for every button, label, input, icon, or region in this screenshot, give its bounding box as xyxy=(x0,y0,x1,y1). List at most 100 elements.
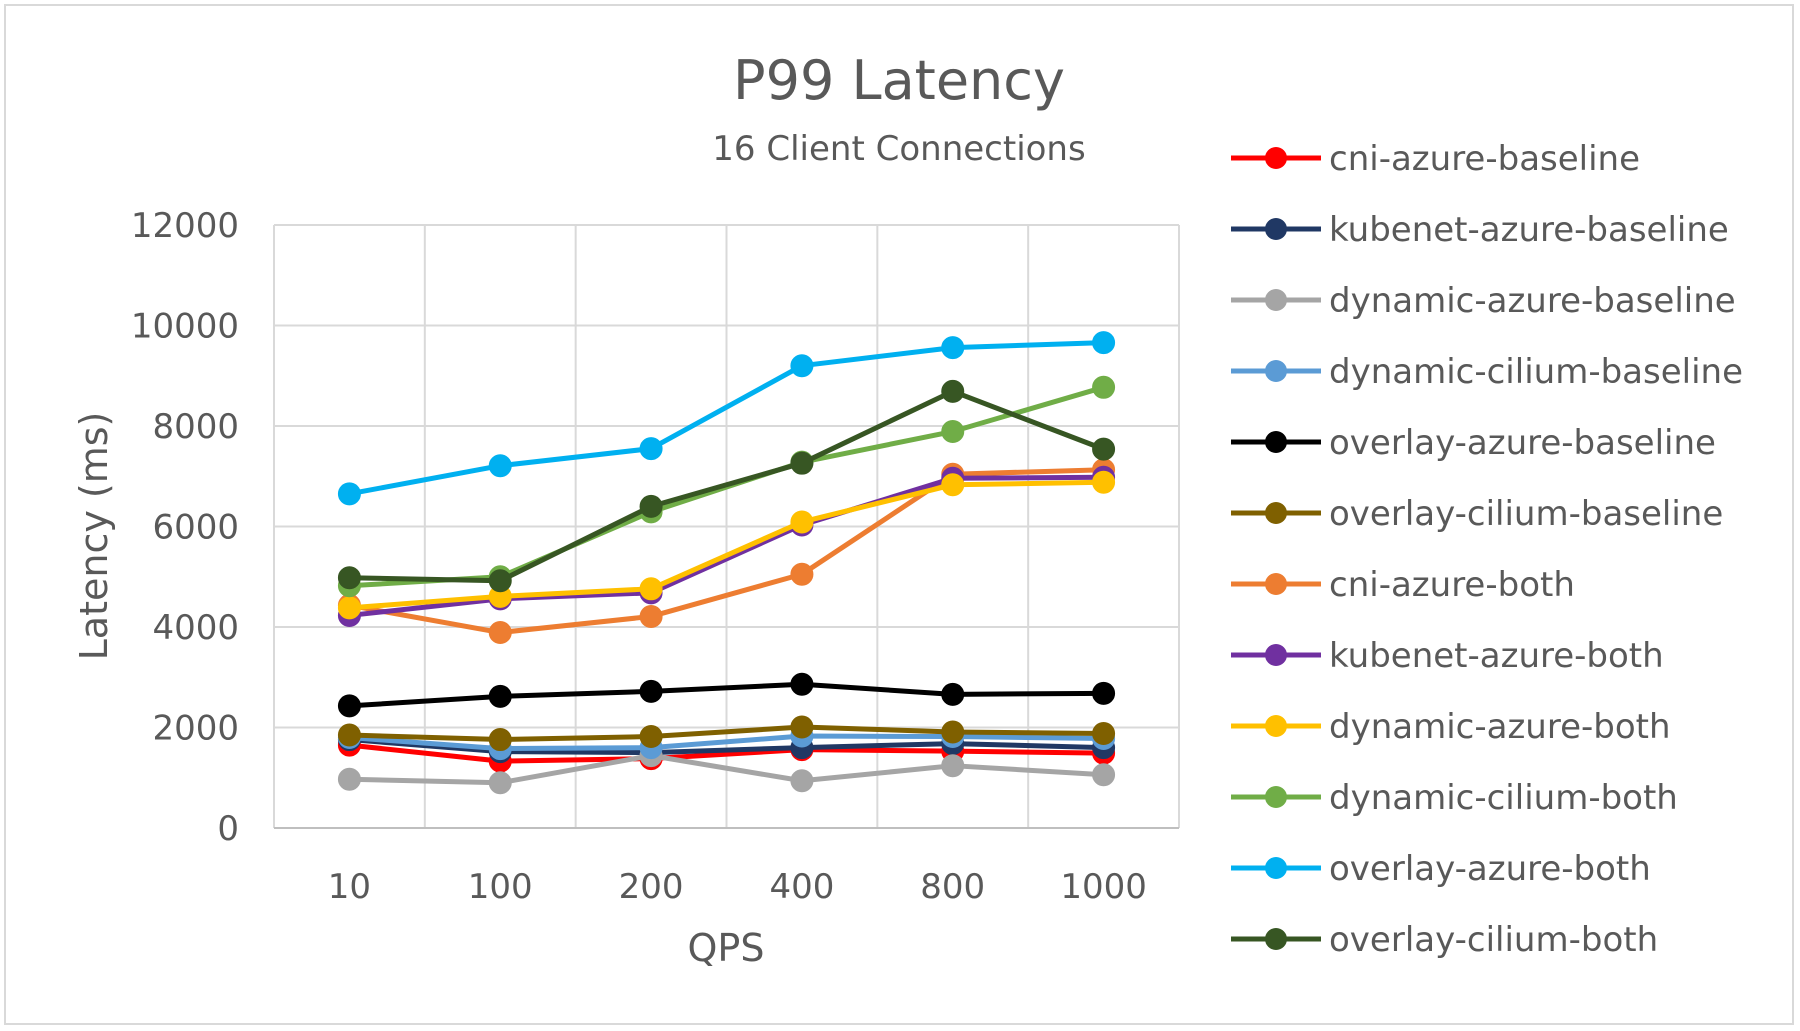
legend-label: cni-azure-baseline xyxy=(1329,139,1640,179)
series-overlay-azure-both xyxy=(337,331,1116,506)
legend-swatch-marker xyxy=(1265,857,1287,879)
series-line xyxy=(349,724,1104,743)
data-point xyxy=(941,720,965,744)
x-tick-label: 800 xyxy=(920,867,985,907)
series-line xyxy=(349,681,1104,709)
data-point xyxy=(941,682,965,706)
legend-swatch-marker xyxy=(1265,573,1287,595)
legend-item: dynamic-cilium-both xyxy=(1231,778,1678,818)
legend-label: kubenet-azure-baseline xyxy=(1329,210,1729,250)
data-point xyxy=(790,510,814,534)
series-overlay-cilium-both xyxy=(337,379,1116,593)
line-chart: P99 Latency 16 Client Connections 0 2000 4… xyxy=(72,49,1743,970)
y-axis-label: Latency (ms) xyxy=(72,412,116,661)
data-point xyxy=(639,679,663,703)
data-point xyxy=(639,494,663,518)
x-tick-label: 400 xyxy=(769,867,834,907)
legend-item: overlay-azure-both xyxy=(1231,849,1651,889)
legend-item: cni-azure-baseline xyxy=(1231,139,1640,179)
legend-label: kubenet-azure-both xyxy=(1329,636,1664,676)
legend-item: cni-azure-both xyxy=(1231,565,1575,605)
x-tick-label: 200 xyxy=(619,867,684,907)
data-point xyxy=(1092,722,1116,746)
legend-label: dynamic-azure-baseline xyxy=(1329,281,1736,321)
data-point xyxy=(639,725,663,749)
legend-swatch-marker xyxy=(1265,218,1287,240)
data-point xyxy=(639,604,663,628)
chart-frame: P99 Latency 16 Client Connections 0 2000 4… xyxy=(4,4,1794,1025)
data-point xyxy=(790,354,814,378)
y-tick-label: 2000 xyxy=(152,709,239,749)
data-point xyxy=(1092,681,1116,705)
legend-label: overlay-azure-both xyxy=(1329,849,1651,889)
data-point xyxy=(337,482,361,506)
series-line xyxy=(348,467,1104,636)
y-tick-label: 10000 xyxy=(131,307,239,347)
series-line xyxy=(349,737,1104,756)
legend-label: dynamic-azure-both xyxy=(1329,707,1671,747)
data-point xyxy=(1092,470,1116,494)
data-point xyxy=(941,379,965,403)
series-line xyxy=(349,742,1104,764)
data-point xyxy=(488,569,512,593)
data-point xyxy=(337,767,361,791)
legend-item: overlay-cilium-baseline xyxy=(1231,494,1723,534)
data-point xyxy=(1092,375,1116,399)
chart-title: P99 Latency xyxy=(733,49,1065,112)
series-overlay-cilium-baseline xyxy=(337,715,1116,752)
data-point xyxy=(337,694,361,718)
legend-item: overlay-azure-baseline xyxy=(1231,423,1716,463)
data-point xyxy=(790,451,814,475)
legend-swatch-marker xyxy=(1265,360,1287,382)
legend-item: kubenet-azure-both xyxy=(1231,636,1664,676)
x-tick-label: 1000 xyxy=(1060,867,1147,907)
data-point xyxy=(488,684,512,708)
data-point xyxy=(488,728,512,752)
data-point xyxy=(639,577,663,601)
legend-item: dynamic-cilium-baseline xyxy=(1231,352,1743,392)
legend-swatch-marker xyxy=(1265,786,1287,808)
series-line xyxy=(349,474,1104,618)
y-tick-label: 8000 xyxy=(152,407,239,447)
legend-swatch-marker xyxy=(1265,715,1287,737)
legend-swatch-marker xyxy=(1265,147,1287,169)
data-point xyxy=(488,771,512,795)
data-point xyxy=(790,715,814,739)
data-point xyxy=(488,621,512,645)
y-tick-label: 6000 xyxy=(152,508,239,548)
legend-swatch-marker xyxy=(1265,644,1287,666)
data-point xyxy=(941,420,965,444)
legend-item: dynamic-azure-both xyxy=(1231,707,1671,747)
series-overlay-azure-baseline xyxy=(337,672,1116,718)
series-line xyxy=(349,753,1104,786)
legend-item: overlay-cilium-both xyxy=(1231,920,1658,960)
legend-label: dynamic-cilium-both xyxy=(1329,778,1678,818)
data-point xyxy=(1092,763,1116,787)
series-line xyxy=(349,479,1104,611)
legend-swatch-marker xyxy=(1265,431,1287,453)
legend-swatch-marker xyxy=(1265,289,1287,311)
legend-label: overlay-azure-baseline xyxy=(1329,423,1716,463)
chart-subtitle: 16 Client Connections xyxy=(712,129,1085,169)
data-point xyxy=(941,336,965,360)
x-tick-label: 100 xyxy=(468,867,533,907)
legend-swatch-marker xyxy=(1265,928,1287,950)
data-point xyxy=(790,562,814,586)
series-line xyxy=(349,388,1105,584)
y-tick-label: 0 xyxy=(217,809,239,849)
y-tick-label: 12000 xyxy=(131,206,239,246)
data-point xyxy=(941,473,965,497)
x-tick-label: 10 xyxy=(328,867,371,907)
legend-item: kubenet-azure-baseline xyxy=(1231,210,1729,250)
data-point xyxy=(790,672,814,696)
data-point xyxy=(639,437,663,461)
y-tick-label: 4000 xyxy=(152,608,239,648)
data-point xyxy=(337,723,361,747)
series-line xyxy=(348,340,1104,497)
x-axis-label: QPS xyxy=(688,926,765,970)
data-point xyxy=(337,596,361,620)
data-point xyxy=(941,754,965,778)
data-point xyxy=(488,454,512,478)
legend-label: overlay-cilium-baseline xyxy=(1329,494,1723,534)
data-point xyxy=(790,769,814,793)
